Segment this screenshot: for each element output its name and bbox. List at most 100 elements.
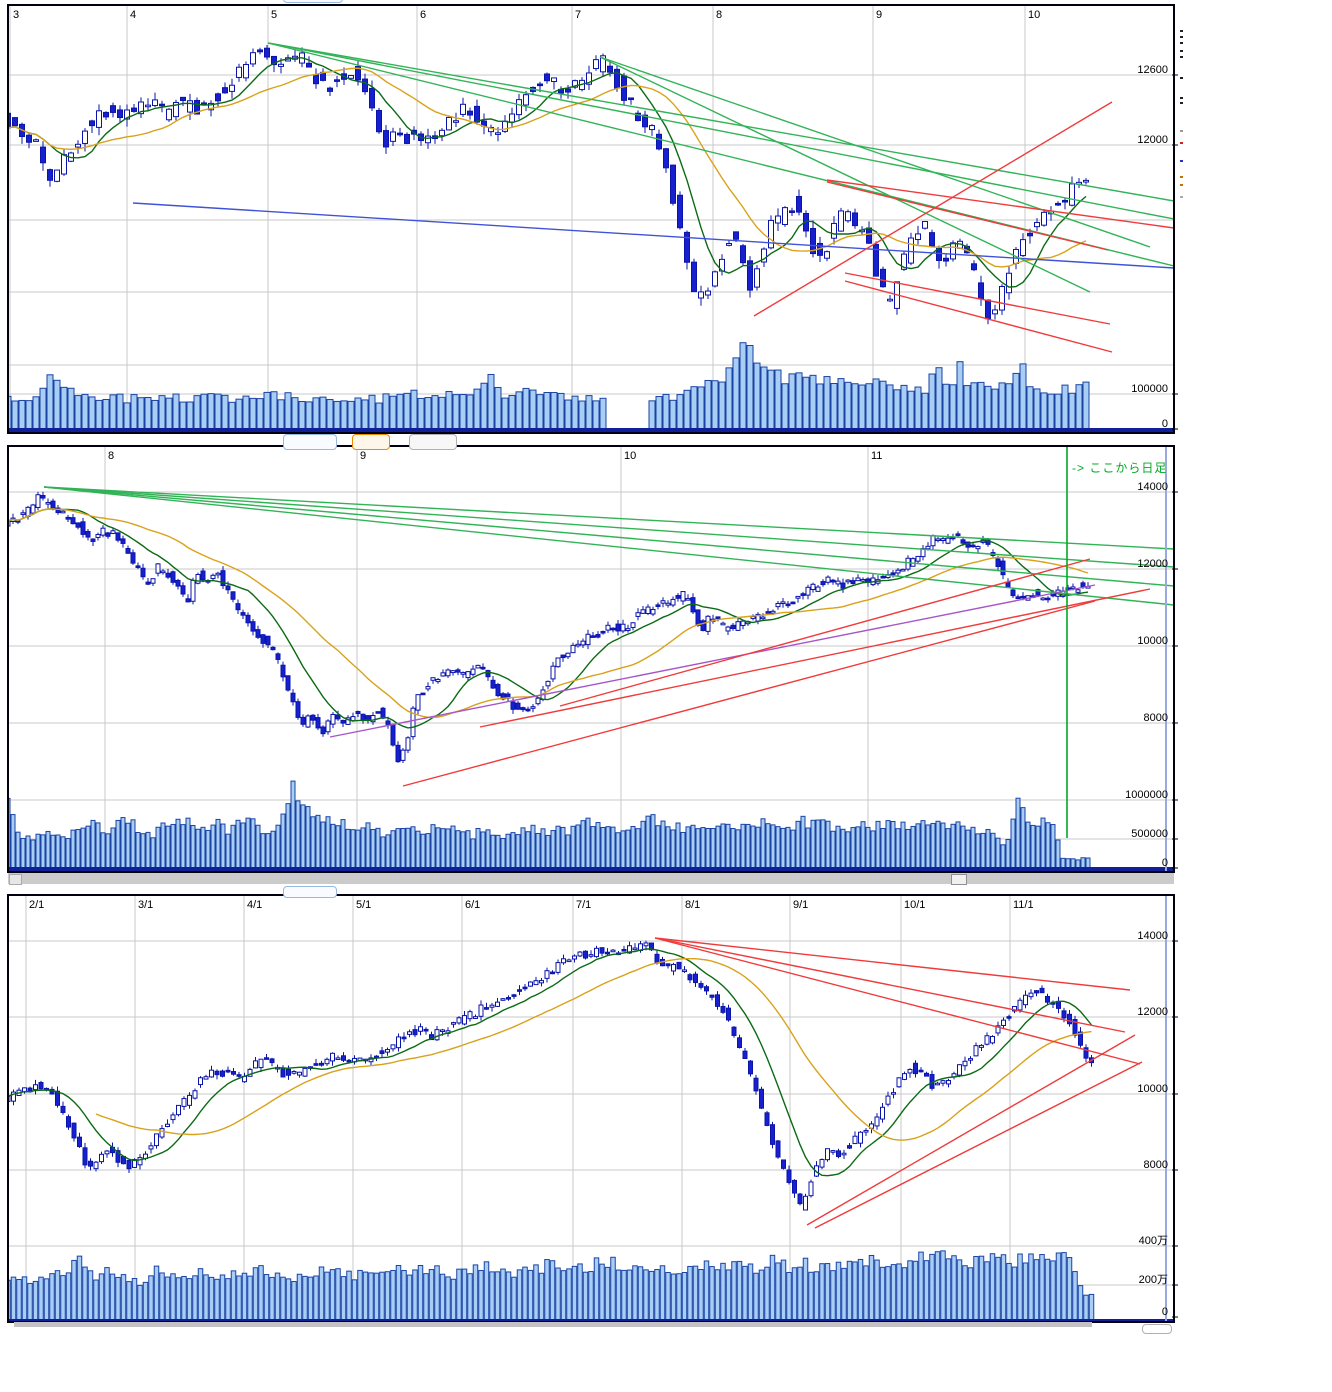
candle [200,570,206,581]
volume-bar [403,392,411,430]
volume-bar [1010,818,1016,869]
volume-bar [770,824,776,869]
y-axis-label: 12000 [1137,134,1168,146]
candle [90,538,96,542]
candle [383,130,389,148]
volume-bar [335,1268,341,1321]
scrollbar-thumb[interactable] [951,874,967,885]
candle [1061,1010,1067,1019]
candle [530,706,536,709]
candle [180,96,186,102]
volume-bar [610,826,616,869]
volume-bar [830,1270,836,1321]
volume-bar [200,393,208,430]
candle [220,570,226,587]
volume-bar [431,395,439,430]
candle [760,616,766,620]
volume-bar [1015,797,1021,869]
volume-bar [120,1274,127,1321]
candle [243,64,249,79]
volume-bar [780,1259,787,1321]
toolbar-button-fragment-below-chart2[interactable] [283,886,337,898]
volume-bar [785,826,791,869]
candle [485,670,491,678]
candle [1065,587,1071,590]
volume-bar [435,827,441,869]
candle [797,1193,803,1205]
volume-bar [1019,363,1027,430]
volume-bar [50,834,56,869]
volume-bar [1061,1252,1067,1321]
candle [362,78,368,93]
candle [159,1128,165,1138]
candle [50,500,56,510]
volume-bar [461,1268,468,1321]
volume-bar [170,823,176,869]
volume-bar [500,837,506,869]
candle [407,1031,412,1035]
volume-bar [809,374,817,430]
toolbar-button-fragment-1[interactable] [352,434,390,450]
volume-bar [774,369,782,430]
x-axis-label: 11 [871,450,882,462]
candle [665,602,671,606]
volume-bar [1026,386,1034,430]
candle [979,1044,984,1048]
volume-bar [215,818,221,869]
volume-bar [630,825,636,869]
toolbar-button-fragment-2[interactable] [409,434,457,450]
candle [705,290,711,296]
toolbar-button-fragment-top[interactable] [283,0,343,3]
volume-bar [214,1278,220,1321]
candle [955,533,961,536]
volume-bar [714,1269,721,1321]
volume-bar [296,1273,303,1321]
volume-bar [599,397,607,430]
candle [355,710,361,715]
candle [440,672,446,677]
candle [71,1122,77,1139]
x-axis-label: 6/1 [465,899,480,911]
candle [379,1050,385,1054]
volume-bar [1040,392,1048,430]
volume-bar [732,357,740,430]
volume-bar [247,1275,253,1321]
volume-bar [340,400,348,430]
volume-bar [543,391,551,430]
volume-bar [137,397,145,430]
trend-line [559,558,1091,707]
candle [830,579,836,583]
trend-line [844,272,1111,325]
candle [599,947,605,954]
candle [607,65,613,73]
x-axis-label: 9 [876,9,882,21]
volume-bar [625,829,631,869]
panel-frame [7,4,1175,434]
toolbar-button-fragment-below-chart3[interactable] [1142,1324,1172,1334]
volume-bar [690,386,698,430]
candle [152,99,158,107]
horizontal-scrollbar[interactable] [8,873,1174,885]
candle [780,601,786,604]
volume-bar [508,394,516,430]
volume-bar [984,1261,990,1321]
volume-bar [214,393,222,430]
volume-bar [935,367,943,430]
volume-bar [991,388,999,430]
volume-bar [400,828,406,869]
volume-bar [654,1269,660,1321]
volume-bar [197,1268,204,1321]
volume-bar [565,834,571,869]
scrollbar-left-button[interactable] [9,874,22,885]
volume-bar [715,825,721,869]
volume-bar [329,1269,336,1321]
volume-bar [593,1257,600,1321]
candle [968,1058,973,1061]
volume-bar [1085,857,1091,869]
candle [66,1116,71,1128]
candle [401,1036,407,1040]
candle [1034,222,1040,228]
candle [54,169,60,182]
volume-bar [185,817,191,869]
toolbar-button-fragment-0[interactable] [283,434,337,450]
